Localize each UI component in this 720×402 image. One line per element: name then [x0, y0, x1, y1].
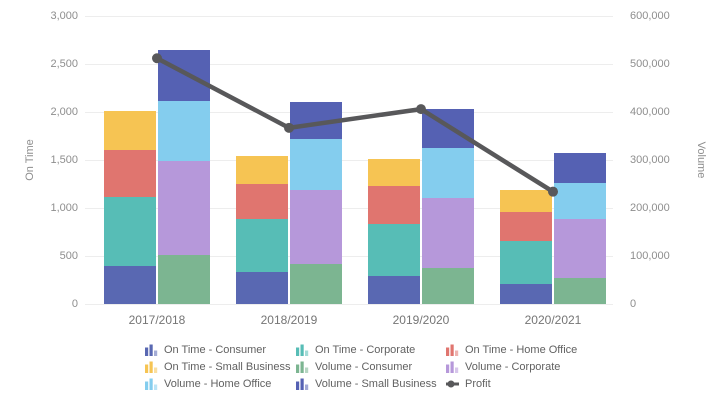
legend-item-volume-home-office[interactable]: Volume - Home Office [145, 375, 296, 392]
legend-bar-chart-icon [145, 361, 158, 373]
profit-line [154, 55, 556, 194]
bar-segment-volume-consumer[interactable] [290, 263, 342, 304]
right-tick-label: 500,000 [630, 58, 670, 70]
legend-item-on-time-consumer[interactable]: On Time - Consumer [145, 341, 296, 358]
legend-item-volume-corporate[interactable]: Volume - Corporate [446, 358, 616, 375]
bar-segment-on-time-home-office[interactable] [236, 184, 288, 219]
bar-segment-on-time-corporate[interactable] [500, 240, 552, 284]
bar-segment-on-time-corporate[interactable] [236, 218, 288, 273]
left-tick-label: 500 [59, 250, 78, 262]
legend-bar-chart-icon [446, 344, 459, 356]
gridline [85, 64, 613, 65]
legend-label: Volume - Small Business [315, 377, 437, 390]
bar-segment-on-time-consumer[interactable] [236, 272, 288, 304]
legend: On Time - Consumer On Time - Corporate On … [145, 341, 616, 392]
profit-point[interactable] [152, 53, 162, 64]
x-axis-label: 2019/2020 [392, 313, 450, 327]
right-tick-label: 300,000 [630, 154, 670, 166]
right-tick-label: 0 [630, 298, 637, 310]
bar-segment-on-time-home-office[interactable] [104, 150, 156, 197]
legend-label: On Time - Consumer [164, 343, 267, 356]
legend-label: Profit [465, 377, 491, 390]
bar-segment-volume-home-office[interactable] [290, 138, 342, 190]
right-tick-label: 600,000 [630, 10, 670, 22]
legend-bar-chart-icon [145, 378, 158, 390]
left-tick-label: 3,000 [50, 10, 78, 22]
gridline [85, 256, 613, 257]
bar-segment-volume-consumer[interactable] [158, 255, 210, 304]
bar-segment-on-time-home-office[interactable] [500, 211, 552, 241]
legend-bar-chart-icon [446, 361, 459, 373]
legend-profit-line-icon [446, 380, 459, 388]
left-tick-label: 0 [71, 298, 78, 310]
gridline [85, 208, 613, 209]
bar-segment-volume-corporate[interactable] [422, 198, 474, 268]
right-tick-label: 200,000 [630, 202, 670, 214]
plot-area: 2017/2018 2018/2019 2019/2020 2020/2021 [85, 16, 613, 327]
legend-item-volume-consumer[interactable]: Volume - Consumer [296, 358, 446, 375]
bar-segment-on-time-small-business[interactable] [236, 155, 288, 185]
legend-item-on-time-corporate[interactable]: On Time - Corporate [296, 341, 446, 358]
x-axis-label: 2017/2018 [128, 313, 186, 327]
right-tick-label: 100,000 [630, 250, 670, 262]
left-tick-label: 1,500 [50, 154, 78, 166]
legend-label: Volume - Home Office [164, 377, 272, 390]
bar-segment-on-time-corporate[interactable] [104, 196, 156, 266]
x-axis-label: 2020/2021 [524, 313, 582, 327]
legend-label: On Time - Home Office [465, 343, 578, 356]
legend-bar-chart-icon [296, 361, 309, 373]
bar-segment-volume-corporate[interactable] [290, 189, 342, 264]
bar-segment-volume-consumer[interactable] [554, 278, 606, 304]
legend-item-profit[interactable]: Profit [446, 375, 616, 392]
legend-item-on-time-home-office[interactable]: On Time - Home Office [446, 341, 616, 358]
gridline [85, 160, 613, 161]
gridline [85, 16, 613, 17]
right-tick-label: 400,000 [630, 106, 670, 118]
bar-segment-volume-corporate[interactable] [554, 219, 606, 279]
bar-segment-volume-small-business[interactable] [158, 49, 210, 101]
bar-segment-on-time-small-business[interactable] [104, 111, 156, 151]
x-axis-label: 2018/2019 [260, 313, 318, 327]
bar-segment-volume-corporate[interactable] [158, 160, 210, 256]
bar-segment-volume-home-office[interactable] [158, 100, 210, 161]
bar-segment-on-time-home-office[interactable] [368, 186, 420, 224]
bar-segment-on-time-small-business[interactable] [500, 189, 552, 212]
legend-label: On Time - Small Business [164, 360, 291, 373]
gridline [85, 304, 613, 305]
bar-segment-volume-consumer[interactable] [422, 268, 474, 304]
legend-item-volume-small-business[interactable]: Volume - Small Business [296, 375, 446, 392]
legend-item-on-time-small-business[interactable]: On Time - Small Business [145, 358, 296, 375]
bar-segment-volume-home-office[interactable] [422, 148, 474, 199]
profit-point[interactable] [284, 122, 294, 133]
left-tick-label: 2,000 [50, 106, 78, 118]
legend-label: On Time - Corporate [315, 343, 416, 356]
profit-point[interactable] [548, 186, 558, 197]
legend-label: Volume - Consumer [315, 360, 413, 373]
bar-segment-on-time-small-business[interactable] [368, 158, 420, 187]
bar-segment-on-time-consumer[interactable] [500, 283, 552, 304]
legend-label: Volume - Corporate [465, 360, 561, 373]
legend-bar-chart-icon [296, 344, 309, 356]
bar-segment-volume-home-office[interactable] [554, 182, 606, 220]
bar-segment-volume-small-business[interactable] [554, 152, 606, 183]
legend-bar-chart-icon [296, 378, 309, 390]
gridline [85, 112, 613, 113]
bar-segment-on-time-consumer[interactable] [104, 265, 156, 304]
bar-segment-on-time-corporate[interactable] [368, 223, 420, 277]
profit-point[interactable] [416, 104, 426, 115]
left-tick-label: 2,500 [50, 58, 78, 70]
left-tick-label: 1,000 [50, 202, 78, 214]
profit-line-layer [152, 53, 558, 197]
bar-segment-on-time-consumer[interactable] [368, 276, 420, 304]
legend-bar-chart-icon [145, 344, 158, 356]
